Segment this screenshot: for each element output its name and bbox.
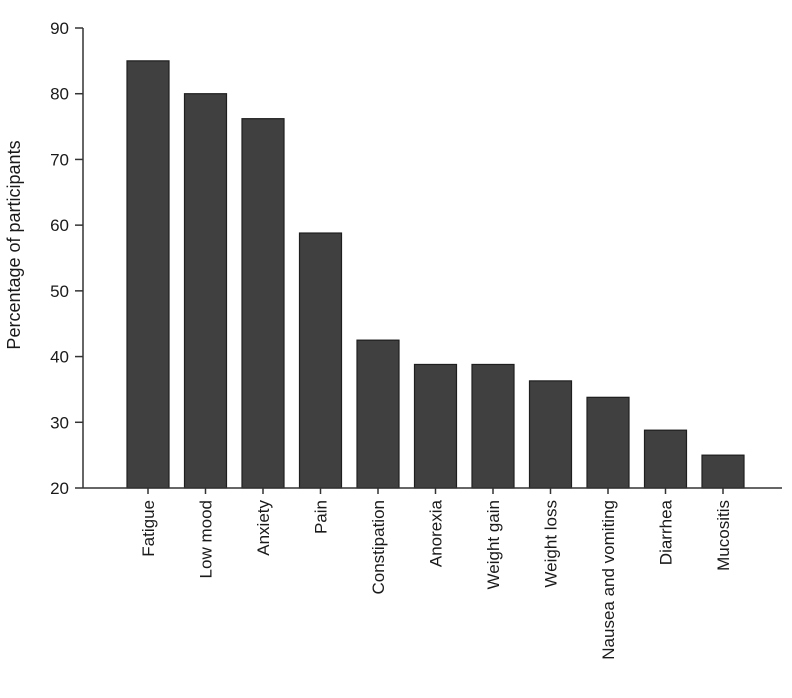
y-tick-label: 20 <box>50 479 69 498</box>
y-tick-label: 50 <box>50 282 69 301</box>
x-tick-label: Weight gain <box>484 500 503 589</box>
bar <box>183 93 228 489</box>
x-tick-label: Anxiety <box>254 500 273 556</box>
y-tick-label: 90 <box>50 19 69 38</box>
x-tick-label: Pain <box>312 500 331 534</box>
bar <box>701 454 745 489</box>
bar <box>471 363 515 489</box>
y-axis: 20 30 40 50 60 70 80 90 <box>50 19 84 498</box>
x-tick-label: Low mood <box>197 500 216 578</box>
y-tick-label: 70 <box>50 150 69 169</box>
y-tick-label: 40 <box>50 348 69 367</box>
y-tick-label: 60 <box>50 216 69 235</box>
y-tick-label: 80 <box>50 85 69 104</box>
bar <box>241 118 285 489</box>
x-tick-label: Anorexia <box>427 499 446 567</box>
y-tick-label: 30 <box>50 413 69 432</box>
x-tick-label: Nausea and vomiting <box>599 500 618 660</box>
y-axis-title: Percentage of participants <box>4 140 24 349</box>
x-tick-label: Fatigue <box>139 500 158 557</box>
x-tick-label: Mucositis <box>714 500 733 571</box>
bar <box>643 429 688 489</box>
bar <box>356 339 400 489</box>
x-tick-label: Weight loss <box>542 500 561 588</box>
bar <box>528 380 573 489</box>
bars <box>126 60 745 489</box>
x-tick-label: Diarrhea <box>657 499 676 565</box>
x-axis: Fatigue Low mood Anxiety Pain Constipation An… <box>83 487 782 660</box>
bar <box>413 363 458 489</box>
x-tick-label: Constipation <box>369 500 388 595</box>
bar <box>586 396 630 489</box>
bar <box>126 60 170 489</box>
bar <box>298 232 343 489</box>
